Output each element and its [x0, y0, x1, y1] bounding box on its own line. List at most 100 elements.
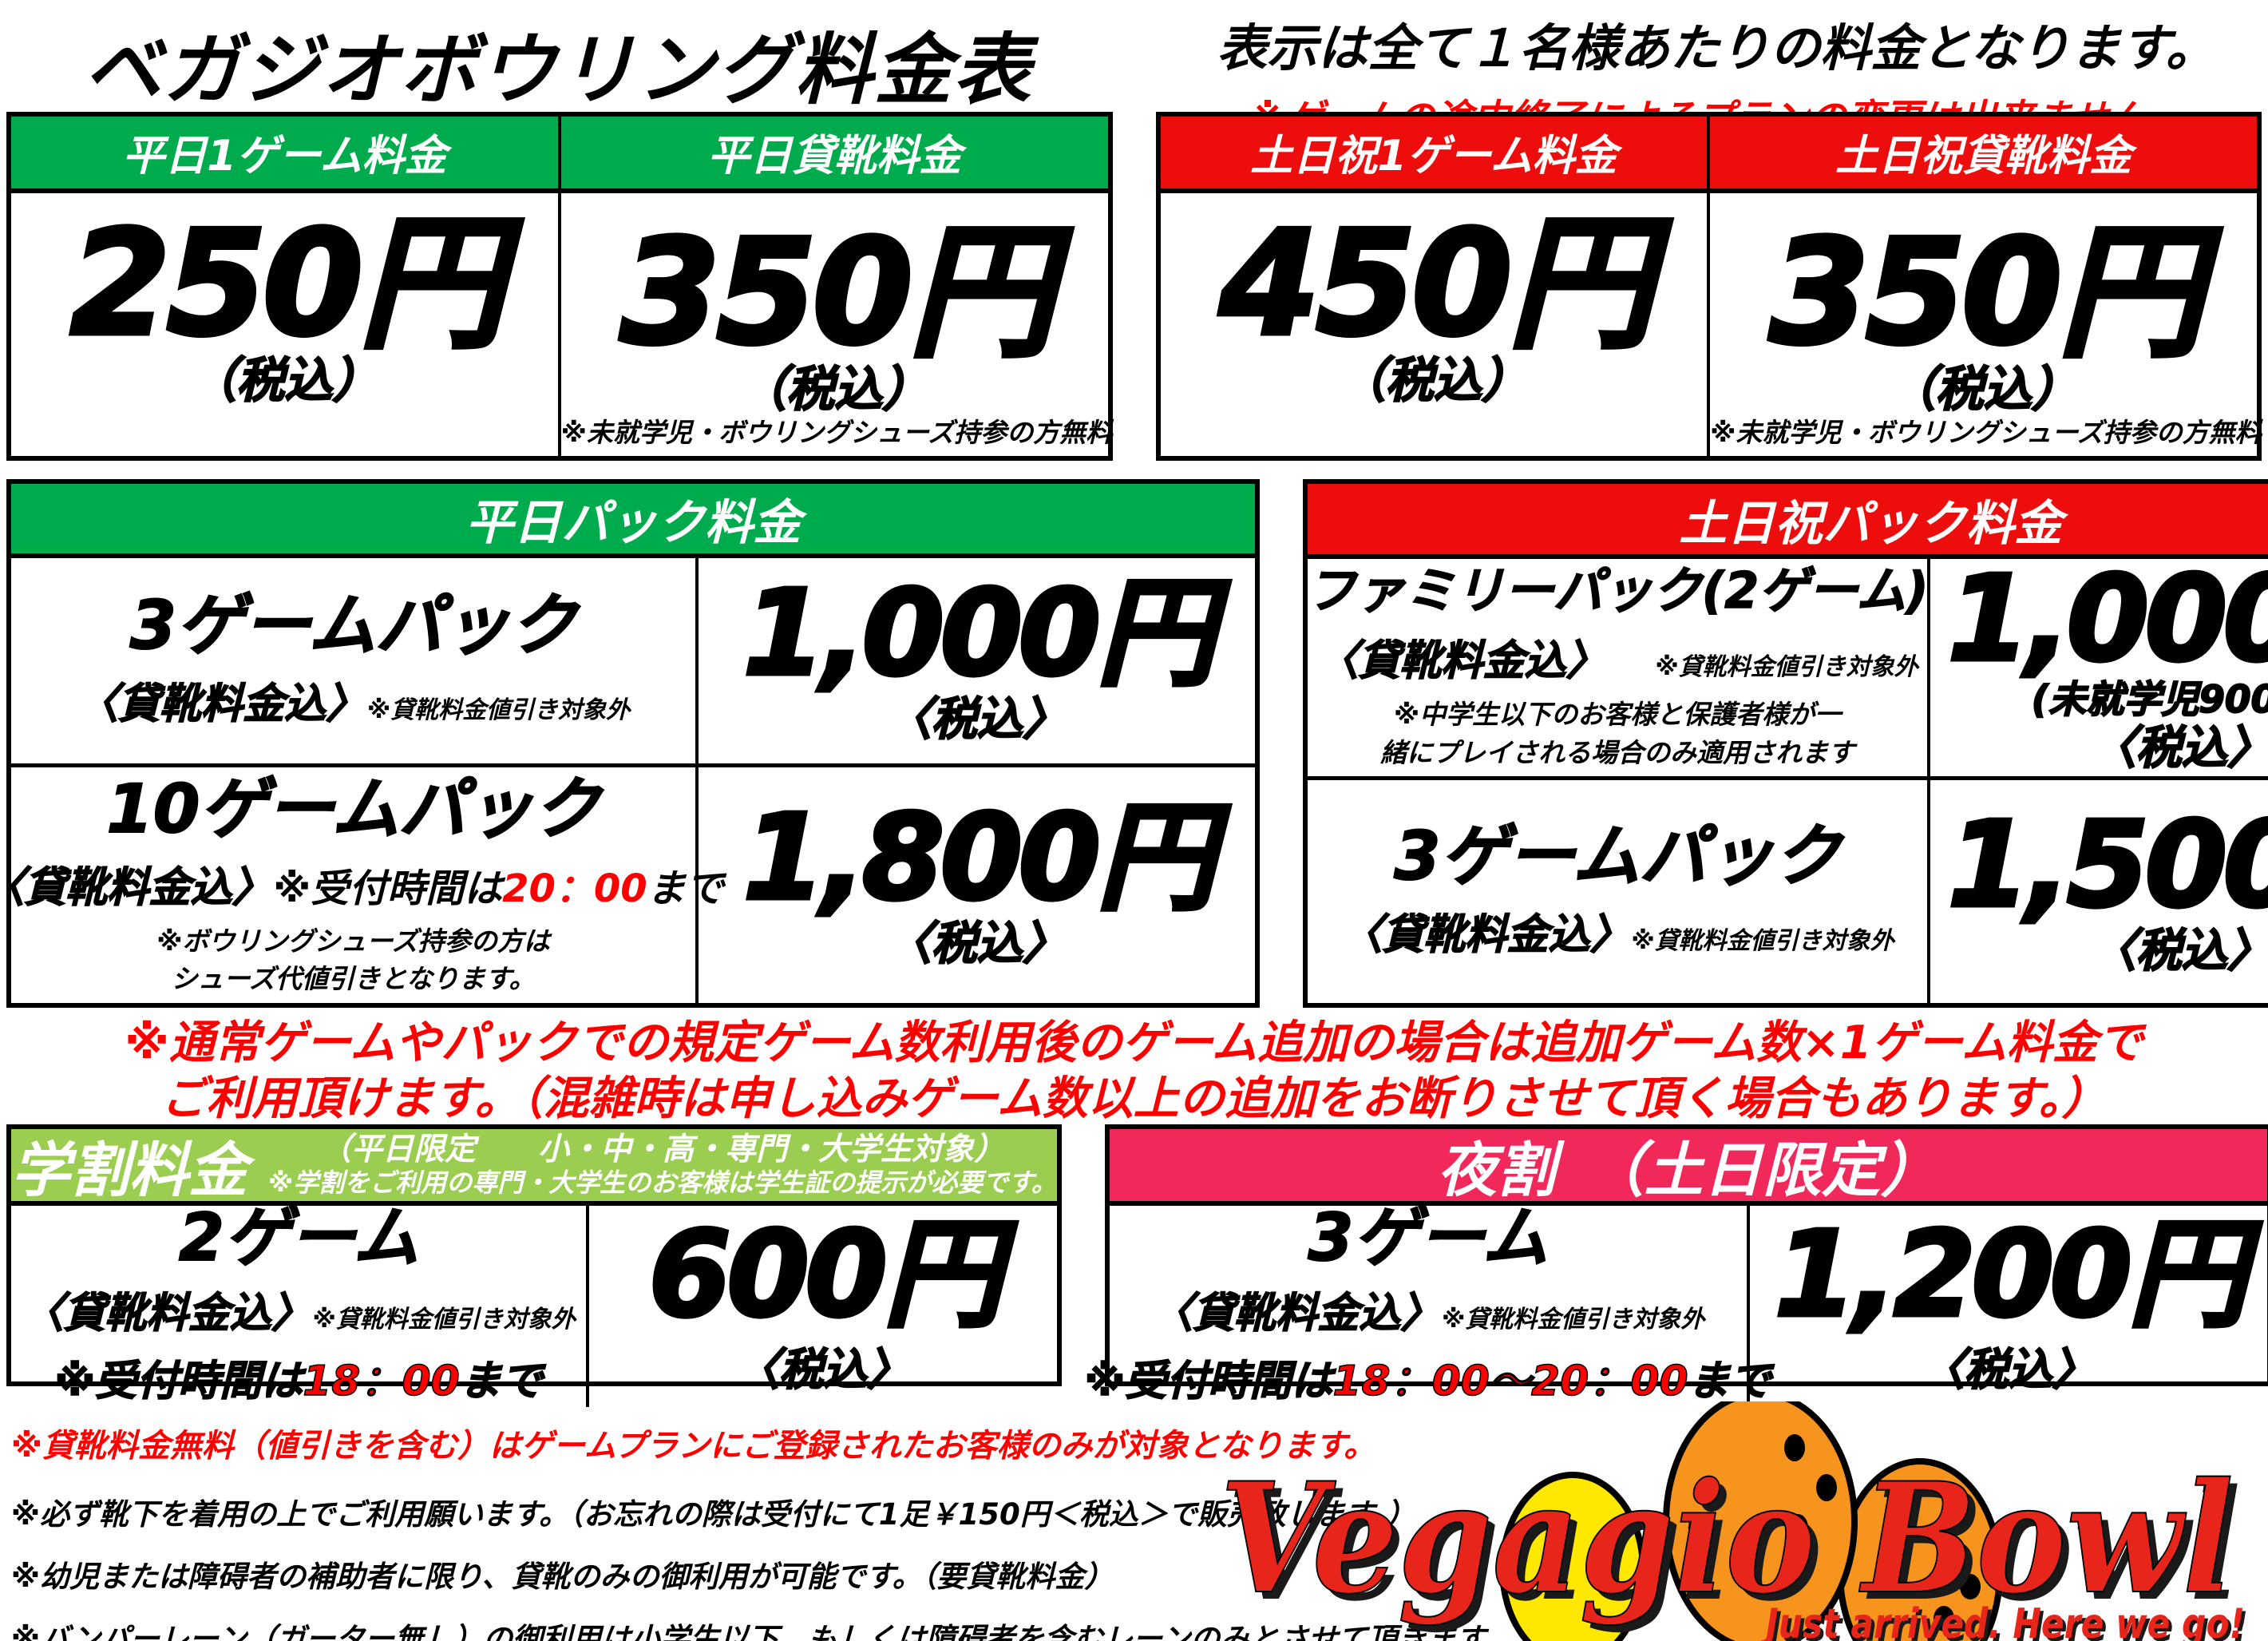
tax-included-label: （税込） [1887, 362, 2080, 418]
discount-label-cell: 2ゲーム 〈貸靴料金込〉 ※貸靴料金値引き対象外 ※受付時間は18：00まで [11, 1200, 586, 1407]
family-pack-row: ファミリーパック(2ゲーム) 〈貸靴料金込〉 ※貸靴料金値引き対象外 ※中学生以… [1306, 550, 2268, 776]
time-value: 18：00～20：00 [1332, 1357, 1689, 1406]
socks-note: ※必ず靴下を着用の上でご利用願います。（お忘れの際は受付にて1足￥150円＜税込… [11, 1497, 1416, 1532]
discount-price-cell: 1,200円 〈税込〉 [1746, 1206, 2268, 1407]
tax-included-label: 〈税込〉 [2090, 722, 2268, 775]
byo-shoes-note-line1: ※ボウリングシューズ持参の方は [156, 925, 550, 957]
extra-game-notice-line1: ※通常ゲームやパックでの規定ゲーム数利用後のゲーム追加の場合は追加ゲーム数×1ゲ… [125, 1017, 2143, 1069]
night-discount-table: 夜割 （土日限定） 3ゲーム 〈貸靴料金込〉 ※貸靴料金値引き対象外 ※受付時間… [1084, 1124, 2268, 1407]
weekend-single-body-row: 450円 （税込） 350円 （税込） ※未就学児・ボウリングシューズ持参の方無… [1161, 193, 2262, 456]
weekend-single-table: 土日祝1ゲーム料金 土日祝貸靴料金 450円 （税込） 350円 （税込） ※未… [1155, 112, 2262, 461]
per-person-notice-main: 表示は全て１名様あたりの料金となります。 [1217, 19, 2216, 77]
price-value: 1,000円 [1945, 550, 2268, 688]
reception-time-note: ※受付時間は18：00まで [54, 1347, 544, 1407]
shoes-included-line: 〈貸靴料金込〉 ※貸靴料金値引き対象外 [1316, 627, 1918, 687]
finger-hole-icon [1784, 1434, 1805, 1461]
shoes-included-label: 〈貸靴料金込〉 [1316, 637, 1609, 687]
tax-included-label: 〈税込〉 [734, 1343, 912, 1396]
weekend-1game-header: 土日祝1ゲーム料金 [1160, 117, 1708, 188]
byo-shoes-note-line2: シューズ代値引きとなります。 [171, 962, 536, 994]
price-value: 350円 [618, 208, 1056, 377]
shoes-discount-exclusion-note: ※貸靴料金値引き対象外 [1631, 927, 1894, 955]
price-value: 1,200円 [1772, 1206, 2248, 1343]
pack-price-cell: 1,000円 〈税込〉 [695, 558, 1255, 763]
finger-hole-icon [1787, 1514, 1808, 1541]
weekday-pack-header: 平日パック料金 [11, 484, 1256, 558]
logo-text-shadow: Vegagio Bowl [1227, 1457, 2241, 1635]
shoes-included-label: 〈貸靴料金込〉 [22, 1289, 314, 1338]
price-value: 450円 [1217, 199, 1655, 368]
extra-game-notice-line2: ご利用頂けます。（混雑時は申し込みゲーム数以上の追加をお断りさせて頂く場合もあり… [160, 1072, 2108, 1125]
night-discount-title: 夜割 （土日限定） [1437, 1136, 1940, 1205]
price-value: 1,000円 [741, 565, 1217, 703]
weekend-1game-cell: 450円 （税込） [1161, 193, 1708, 456]
shoes-discount-exclusion-note: ※貸靴料金値引き対象外 [1655, 653, 1918, 682]
price-value: 250円 [68, 199, 506, 368]
pack-price-cell: 1,500円 〈税込〉 [1926, 780, 2268, 1003]
shoes-discount-exclusion-note: ※貸靴料金値引き対象外 [366, 696, 631, 724]
time-value: 18：00 [302, 1357, 460, 1406]
pack-section: 平日パック料金 3ゲームパック 〈貸靴料金込〉 ※貸靴料金値引き対象外 1,00… [0, 479, 2268, 1008]
shoes-included-line: 〈貸靴料金込〉 ※貸靴料金値引き対象外 [22, 1279, 576, 1339]
price-value: 600円 [647, 1206, 1003, 1343]
weekday-1game-header: 平日1ゲーム料金 [11, 117, 558, 188]
family-condition-line1: ※中学生以下のお客様と保護者様が一 [1394, 699, 1842, 731]
page-title: ベガジオボウリング料金表 [84, 25, 1032, 115]
shoes-discount-exclusion-note: ※貸靴料金値引き対象外 [1442, 1306, 1705, 1334]
time-suffix: まで [647, 866, 724, 911]
student-id-note: ※学割をご利用の専門・大学生のお客様は学生証の提示が必要です。 [268, 1167, 1057, 1199]
weekday-10game-pack-row: 10ゲームパック 〈貸靴料金込〉 ※受付時間は20：00まで ※ボウリングシュー… [0, 763, 1256, 1004]
bumper-lane-note: ※バンパーレーン（ガーター無し）の御利用は小学生以下、もしくは障碍者を含むレーン… [11, 1622, 1513, 1641]
shoes-included-label: 〈貸靴料金込〉 [1340, 910, 1633, 960]
extra-game-notice: ※通常ゲームやパックでの規定ゲーム数利用後のゲーム追加の場合は追加ゲーム数×1ゲ… [0, 1016, 2268, 1127]
shoes-included-line: 〈貸靴料金込〉 ※貸靴料金値引き対象外 [76, 670, 631, 730]
tax-included-label: （税込） [188, 353, 381, 409]
finger-hole-icon [1816, 1474, 1837, 1501]
game-count: 2ゲーム [178, 1200, 420, 1276]
weekday-shoes-header: 平日貸靴料金 [557, 117, 1108, 188]
pack-label-cell: ファミリーパック(2ゲーム) 〈貸靴料金込〉 ※貸靴料金値引き対象外 ※中学生以… [1306, 559, 1930, 776]
pack-name: ファミリーパック(2ゲーム) [1306, 561, 1930, 620]
weekday-single-table: 平日1ゲーム料金 平日貸靴料金 250円 （税込） 350円 （税込） ※未就学… [6, 112, 1113, 461]
weekend-pack-header: 土日祝パック料金 [1308, 484, 2268, 559]
shoes-included-label: 〈貸靴料金込〉 [76, 680, 368, 729]
price-value: 350円 [1767, 208, 2205, 377]
free-shoes-note: ※未就学児・ボウリングシューズ持参の方無料 [560, 417, 1113, 448]
shoe-fee-free-note: ※貸靴料金無料（値引きを含む）はゲームプランにご登録されたお客様のみが対象となり… [11, 1428, 1376, 1465]
pack-price-cell: 1,000円 (未就学児900円) 〈税込〉 [1926, 550, 2268, 776]
shoes-included-line: 〈貸靴料金込〉 ※貸靴料金値引き対象外 [1340, 901, 1894, 961]
student-discount-conditions: （平日限定 小・中・高・専門・大学生対象） ※学割をご利用の専門・大学生のお客様… [268, 1132, 1057, 1198]
weekday-single-header-row: 平日1ゲーム料金 平日貸靴料金 [11, 117, 1108, 193]
bowling-balls-icon [1499, 1390, 2003, 1641]
tax-included-label: 〈税込〉 [2090, 924, 2268, 977]
pack-label-cell: 10ゲームパック 〈貸靴料金込〉 ※受付時間は20：00まで ※ボウリングシュー… [0, 767, 724, 1004]
bowling-ball-icon [1499, 1472, 1646, 1641]
vegagio-bowl-logo: Vegagio Bowl Vegagio Bowl Just arrived. … [1197, 1390, 2263, 1641]
time-prefix: ※受付時間は [273, 866, 503, 911]
pack-label-cell: 3ゲームパック 〈貸靴料金込〉 ※貸靴料金値引き対象外 [11, 558, 695, 763]
weekday-1game-cell: 250円 （税込） [11, 193, 558, 456]
tax-included-label: （税込） [1337, 353, 1530, 409]
student-discount-header: 学割料金 （平日限定 小・中・高・専門・大学生対象） ※学割をご利用の専門・大学… [11, 1129, 1057, 1206]
night-discount-body: 3ゲーム 〈貸靴料金込〉 ※貸靴料金値引き対象外 ※受付時間は18：00～20：… [1084, 1205, 2268, 1407]
student-scope-note: （平日限定 小・中・高・専門・大学生対象） [319, 1132, 1005, 1168]
weekend-pack-table: 土日祝パック料金 ファミリーパック(2ゲーム) 〈貸靴料金込〉 ※貸靴料金値引き… [1303, 479, 2268, 1008]
family-condition-line2: 緒にプレイされる場合のみ適用されます [1380, 736, 1855, 768]
footer-notes: ※貸靴料金無料（値引きを含む）はゲームプランにご登録されたお客様のみが対象となり… [11, 1420, 1513, 1641]
weekday-pack-table: 平日パック料金 3ゲームパック 〈貸靴料金込〉 ※貸靴料金値引き対象外 1,00… [0, 479, 1261, 1008]
time-prefix: ※受付時間は [1084, 1357, 1333, 1406]
pack-name: 10ゲームパック [105, 769, 600, 848]
single-game-section: 平日1ゲーム料金 平日貸靴料金 250円 （税込） 350円 （税込） ※未就学… [6, 112, 2262, 461]
discount-price-cell: 600円 〈税込〉 [586, 1206, 1056, 1407]
shoes-included-label: 〈貸靴料金込〉 [1150, 1289, 1443, 1338]
weekend-3game-pack-row: 3ゲームパック 〈貸靴料金込〉 ※貸靴料金値引き対象外 1,500円 〈税込〉 [1308, 776, 2268, 1003]
tax-included-label: （税込） [738, 362, 931, 418]
weekday-single-body-row: 250円 （税込） 350円 （税込） ※未就学児・ボウリングシューズ持参の方無… [11, 193, 1113, 456]
time-suffix: まで [459, 1357, 544, 1406]
logo-tagline-shadow: Just arrived. Here we go! [1763, 1603, 2248, 1641]
shoes-included-line: 〈貸靴料金込〉 ※受付時間は20：00まで [0, 854, 724, 914]
time-prefix: ※受付時間は [54, 1357, 303, 1406]
logo-text: Vegagio Bowl [1220, 1449, 2234, 1627]
student-discount-table: 学割料金 （平日限定 小・中・高・専門・大学生対象） ※学割をご利用の専門・大学… [6, 1124, 1062, 1407]
tax-included-label: 〈税込〉 [885, 693, 1069, 747]
